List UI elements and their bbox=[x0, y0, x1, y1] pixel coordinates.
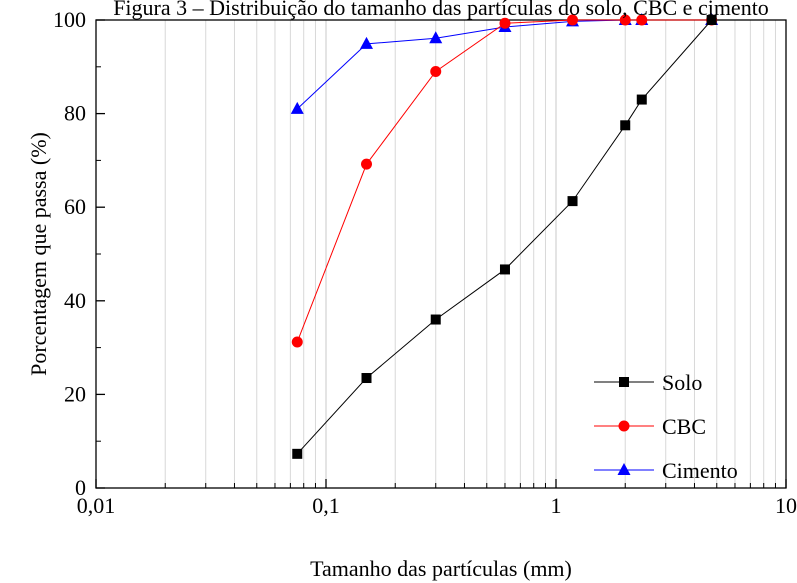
data-point-triangle bbox=[617, 463, 631, 475]
legend-item-cimento: Cimento bbox=[594, 458, 738, 483]
legend-label: Solo bbox=[662, 370, 702, 395]
data-point-triangle bbox=[429, 31, 443, 44]
data-point-square bbox=[620, 120, 631, 131]
legend-item-cbc: CBC bbox=[594, 414, 706, 439]
data-point-circle bbox=[567, 14, 579, 26]
y-axis-label: Porcentagem que passa (%) bbox=[26, 132, 51, 376]
data-point-circle bbox=[636, 14, 648, 26]
x-axis-label: Tamanho das partículas (mm) bbox=[310, 556, 572, 581]
legend-item-solo: Solo bbox=[594, 370, 702, 395]
series-solo bbox=[292, 15, 717, 459]
data-point-square bbox=[361, 373, 372, 384]
y-tick-label: 20 bbox=[64, 381, 86, 406]
y-tick-label: 80 bbox=[64, 101, 86, 126]
series-line bbox=[296, 19, 713, 455]
series bbox=[290, 13, 719, 459]
data-point-square bbox=[567, 196, 578, 207]
x-tick-label: 0,1 bbox=[312, 493, 340, 518]
legend-label: Cimento bbox=[662, 458, 738, 483]
y-tick-label: 100 bbox=[53, 7, 86, 32]
data-point-circle bbox=[361, 158, 373, 170]
data-point-circle bbox=[291, 336, 303, 348]
series-cbc bbox=[291, 14, 718, 348]
data-point-circle bbox=[619, 14, 631, 26]
x-tick-label: 0,01 bbox=[77, 493, 116, 518]
legend: Solo CBC Cimento bbox=[594, 370, 738, 483]
y-tick-label: 0 bbox=[75, 475, 86, 500]
y-tick-label: 60 bbox=[64, 194, 86, 219]
data-point-square bbox=[292, 448, 303, 459]
data-point-square bbox=[706, 15, 717, 25]
data-point-triangle bbox=[290, 101, 304, 114]
legend-label: CBC bbox=[662, 414, 706, 439]
data-point-circle bbox=[430, 65, 442, 77]
x-tick-label: 1 bbox=[551, 493, 562, 518]
data-point-square bbox=[499, 264, 510, 275]
data-point-circle bbox=[618, 420, 630, 432]
x-tick-label: 10 bbox=[775, 493, 797, 518]
y-tick-label: 40 bbox=[64, 288, 86, 313]
data-point-square bbox=[619, 377, 629, 387]
data-point-square bbox=[430, 314, 441, 325]
series-line bbox=[296, 19, 712, 343]
series-line bbox=[296, 19, 712, 110]
grid-lines bbox=[164, 20, 776, 488]
data-point-circle bbox=[499, 17, 511, 29]
chart-title: Figura 3 – Distribuição do tamanho das p… bbox=[113, 0, 769, 20]
data-point-triangle bbox=[360, 36, 374, 49]
data-point-square bbox=[636, 94, 647, 105]
